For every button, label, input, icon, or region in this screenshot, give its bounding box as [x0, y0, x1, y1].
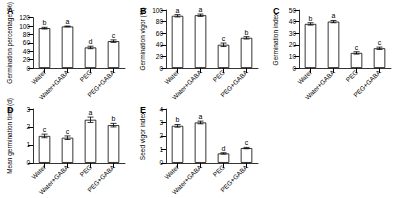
svg-text:100: 100: [19, 23, 30, 30]
svg-text:b: b: [112, 115, 116, 122]
svg-text:60: 60: [23, 39, 31, 46]
svg-text:1: 1: [159, 146, 163, 153]
svg-text:0: 0: [26, 65, 30, 72]
svg-text:a: a: [199, 6, 203, 13]
svg-text:d: d: [89, 38, 93, 45]
svg-text:b: b: [309, 15, 313, 22]
svg-text:40: 40: [156, 41, 164, 48]
svg-text:Water+GABA: Water+GABA: [38, 68, 71, 101]
svg-text:120: 120: [19, 14, 30, 21]
svg-text:c: c: [378, 39, 382, 46]
svg-text:Water+GABA: Water+GABA: [171, 163, 204, 196]
svg-text:PEG: PEG: [211, 163, 226, 178]
svg-text:Water: Water: [296, 68, 314, 86]
svg-text:c: c: [245, 139, 249, 146]
svg-text:40: 40: [23, 48, 31, 55]
svg-text:100: 100: [152, 7, 163, 14]
svg-text:Germination percentage (%): Germination percentage (%): [6, 2, 14, 84]
svg-text:Germination vigor (%): Germination vigor (%): [139, 7, 147, 70]
svg-text:c: c: [43, 126, 47, 133]
svg-text:0: 0: [292, 65, 296, 72]
svg-text:b: b: [245, 29, 249, 36]
svg-text:80: 80: [156, 18, 164, 25]
svg-text:a: a: [66, 18, 70, 25]
svg-text:b: b: [176, 116, 180, 123]
svg-text:Mean germination time (d): Mean germination time (d): [6, 98, 14, 174]
svg-text:D: D: [7, 105, 14, 115]
svg-text:PEG: PEG: [211, 69, 226, 84]
svg-text:PEG+GABA: PEG+GABA: [219, 68, 250, 99]
svg-text:a: a: [332, 12, 336, 19]
svg-text:50: 50: [289, 7, 297, 14]
svg-text:PEG+GABA: PEG+GABA: [86, 163, 117, 194]
svg-text:b: b: [43, 19, 47, 26]
svg-text:0: 0: [159, 65, 163, 72]
svg-text:c: c: [222, 35, 226, 42]
svg-text:Germination index: Germination index: [272, 12, 279, 65]
svg-text:Water+GABA: Water+GABA: [38, 163, 71, 196]
svg-text:Water: Water: [163, 163, 181, 181]
svg-text:c: c: [112, 32, 116, 39]
svg-text:20: 20: [156, 53, 164, 60]
svg-text:PEG: PEG: [344, 69, 359, 84]
svg-text:a: a: [89, 109, 93, 116]
svg-text:0: 0: [159, 159, 163, 166]
svg-text:c: c: [66, 128, 70, 135]
svg-text:Water: Water: [30, 163, 48, 181]
svg-text:3: 3: [159, 119, 163, 126]
svg-text:PEG: PEG: [78, 69, 93, 84]
svg-text:20: 20: [23, 56, 31, 63]
svg-text:80: 80: [23, 31, 31, 38]
svg-text:d: d: [222, 145, 226, 152]
svg-text:B: B: [140, 6, 147, 16]
svg-text:40: 40: [289, 18, 297, 25]
svg-text:30: 30: [289, 30, 297, 37]
svg-text:a: a: [176, 7, 180, 14]
svg-text:C: C: [273, 6, 280, 16]
svg-text:Seed vigor index: Seed vigor index: [139, 111, 147, 160]
svg-text:4: 4: [159, 106, 163, 113]
svg-text:10: 10: [289, 53, 297, 60]
svg-text:PEG: PEG: [78, 163, 93, 178]
svg-text:Water+GABA: Water+GABA: [171, 68, 204, 101]
svg-text:Water+GABA: Water+GABA: [304, 68, 337, 101]
svg-text:Water: Water: [30, 68, 48, 86]
svg-text:E: E: [140, 105, 146, 115]
svg-text:3: 3: [26, 106, 30, 113]
svg-text:A: A: [7, 6, 14, 16]
svg-text:a: a: [199, 113, 203, 120]
svg-text:PEG+GABA: PEG+GABA: [86, 68, 117, 99]
svg-text:20: 20: [289, 41, 297, 48]
svg-text:c: c: [355, 44, 359, 51]
svg-text:0: 0: [26, 159, 30, 166]
svg-text:PEG+GABA: PEG+GABA: [352, 68, 383, 99]
svg-text:Water: Water: [163, 68, 181, 86]
svg-text:60: 60: [156, 30, 164, 37]
svg-text:1: 1: [26, 141, 30, 148]
svg-text:2: 2: [26, 123, 30, 130]
svg-text:PEG+GABA: PEG+GABA: [219, 163, 250, 194]
svg-text:2: 2: [159, 132, 163, 139]
